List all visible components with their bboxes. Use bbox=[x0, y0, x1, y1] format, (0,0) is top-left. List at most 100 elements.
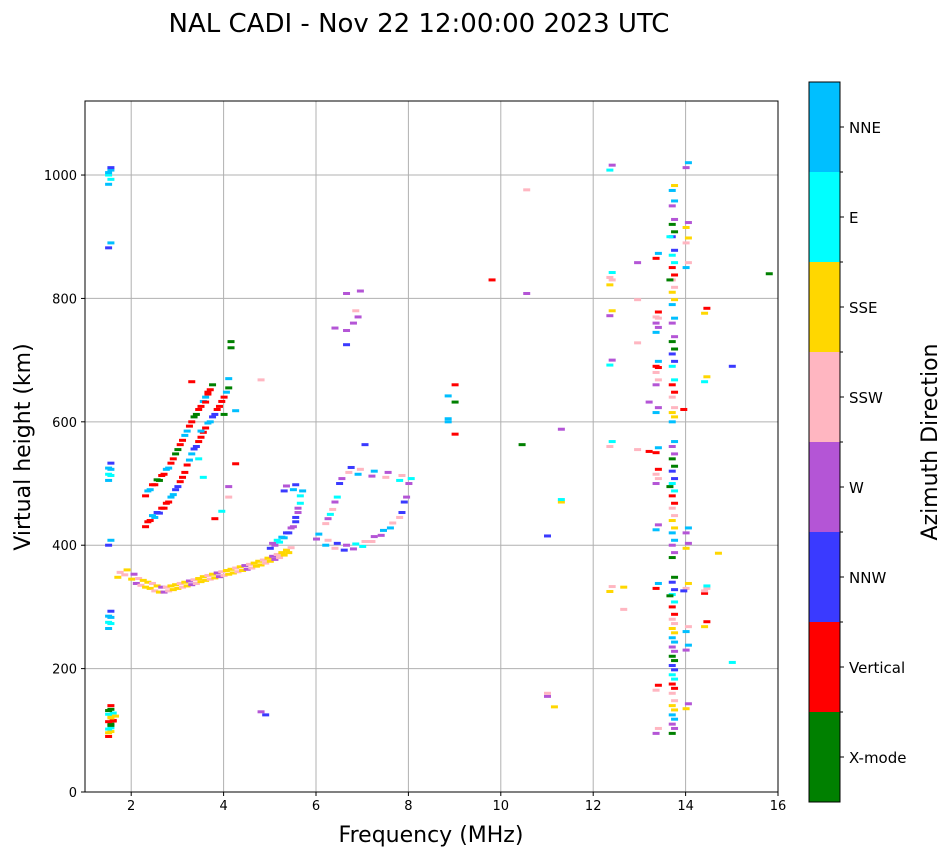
echo-point-w bbox=[668, 722, 676, 726]
echo-point-w bbox=[257, 710, 265, 714]
echo-point-ssw bbox=[671, 285, 679, 289]
echo-point-ssw bbox=[162, 585, 170, 589]
echo-point-nne bbox=[315, 532, 323, 536]
echo-point-nnw bbox=[107, 609, 115, 613]
echo-point-vertical bbox=[142, 525, 150, 529]
echo-point-ssw bbox=[671, 406, 679, 410]
echo-point-ssw bbox=[324, 538, 332, 542]
echo-point-nne bbox=[684, 643, 692, 647]
chart-title: NAL CADI - Nov 22 12:00:00 2023 UTC bbox=[169, 9, 670, 39]
echo-point-nnw bbox=[211, 412, 219, 416]
echo-point-ssw bbox=[331, 546, 339, 550]
echo-point-vertical bbox=[703, 620, 711, 624]
echo-point-ssw bbox=[116, 570, 124, 574]
echo-point-sse bbox=[282, 548, 290, 552]
echo-point-w bbox=[370, 535, 378, 539]
echo-point-vertical bbox=[668, 605, 676, 609]
echo-point-x-mode bbox=[190, 415, 198, 419]
echo-point-w bbox=[338, 477, 346, 481]
echo-point-e bbox=[105, 727, 113, 731]
echo-point-sse bbox=[550, 705, 558, 709]
echo-point-vertical bbox=[652, 586, 660, 590]
echo-point-ssw bbox=[682, 241, 690, 245]
echo-point-nne bbox=[280, 536, 288, 540]
colorbar-label-w: W bbox=[849, 479, 864, 497]
echo-point-vertical bbox=[218, 399, 226, 403]
colorbar-label-sse: SSE bbox=[849, 299, 878, 317]
y-tick-label: 200 bbox=[52, 663, 77, 678]
echo-point-ssw bbox=[204, 573, 212, 577]
echo-point-x-mode bbox=[668, 731, 676, 735]
echo-point-vertical bbox=[645, 449, 653, 453]
echo-point-w bbox=[668, 645, 676, 649]
echo-point-w bbox=[606, 314, 614, 318]
y-axis-label: Virtual height (km) bbox=[11, 343, 36, 550]
colorbar-segment-w bbox=[809, 442, 840, 532]
echo-point-x-mode bbox=[107, 723, 115, 727]
echo-point-vertical bbox=[179, 438, 187, 442]
echo-point-ssw bbox=[654, 477, 662, 481]
echo-point-nne bbox=[105, 182, 113, 186]
echo-point-nne bbox=[165, 466, 173, 470]
echo-point-sse bbox=[169, 588, 177, 592]
echo-point-e bbox=[668, 364, 676, 368]
echo-point-e bbox=[359, 544, 367, 548]
echo-point-w bbox=[294, 511, 302, 515]
echo-point-vertical bbox=[204, 390, 212, 394]
echo-point-sse bbox=[606, 283, 614, 287]
echo-point-e bbox=[273, 538, 281, 542]
echo-point-nne bbox=[107, 241, 115, 245]
echo-point-vertical bbox=[680, 407, 688, 411]
echo-point-e bbox=[666, 235, 674, 239]
echo-point-w bbox=[241, 564, 249, 568]
echo-point-sse bbox=[668, 704, 676, 708]
echo-point-nne bbox=[671, 440, 679, 444]
echo-point-nnw bbox=[209, 415, 217, 419]
echo-point-vertical bbox=[671, 273, 679, 277]
echo-point-w bbox=[368, 474, 376, 478]
echo-point-sse bbox=[146, 586, 154, 590]
echo-point-sse bbox=[671, 631, 679, 635]
echo-point-vertical bbox=[165, 500, 173, 504]
echo-point-w bbox=[356, 289, 364, 293]
echo-point-ssw bbox=[652, 370, 660, 374]
echo-point-nne bbox=[654, 581, 662, 585]
echo-point-vertical bbox=[671, 686, 679, 690]
echo-point-sse bbox=[671, 415, 679, 419]
echo-point-vertical bbox=[105, 734, 113, 738]
y-tick-label: 0 bbox=[69, 786, 77, 801]
echo-point-x-mode bbox=[666, 594, 674, 598]
echo-point-sse bbox=[264, 556, 272, 560]
x-tick-label: 4 bbox=[219, 799, 227, 814]
echo-point-e bbox=[105, 620, 113, 624]
echo-point-sse bbox=[671, 708, 679, 712]
echo-point-vertical bbox=[652, 364, 660, 368]
echo-point-x-mode bbox=[227, 340, 235, 344]
echo-point-vertical bbox=[654, 683, 662, 687]
colorbar-segment-e bbox=[809, 172, 840, 262]
echo-point-vertical bbox=[146, 519, 154, 523]
echo-point-ssw bbox=[684, 261, 692, 265]
echo-point-sse bbox=[209, 572, 217, 576]
echo-point-e bbox=[671, 600, 679, 604]
echo-point-e bbox=[326, 512, 334, 516]
echo-point-nnw bbox=[340, 548, 348, 552]
echo-point-ssw bbox=[190, 578, 198, 582]
x-axis-ticks: 2 4 6 8 10 12 14 16 bbox=[127, 792, 786, 814]
echo-point-w bbox=[289, 525, 297, 529]
echo-point-x-mode bbox=[668, 556, 676, 560]
echo-point-nnw bbox=[347, 465, 355, 469]
echo-point-nnw bbox=[400, 500, 408, 504]
echo-point-nnw bbox=[285, 531, 293, 535]
echo-point-nne bbox=[197, 429, 205, 433]
echo-point-ssw bbox=[329, 507, 337, 511]
echo-point-nne bbox=[652, 528, 660, 532]
echo-point-sse bbox=[236, 565, 244, 569]
echo-point-w bbox=[185, 579, 193, 583]
echo-point-nnw bbox=[671, 477, 679, 481]
echo-point-sse bbox=[123, 568, 131, 572]
echo-point-nne bbox=[668, 420, 676, 424]
echo-point-nne bbox=[444, 420, 452, 424]
echo-point-ssw bbox=[176, 581, 184, 585]
echo-point-nne bbox=[185, 458, 193, 462]
